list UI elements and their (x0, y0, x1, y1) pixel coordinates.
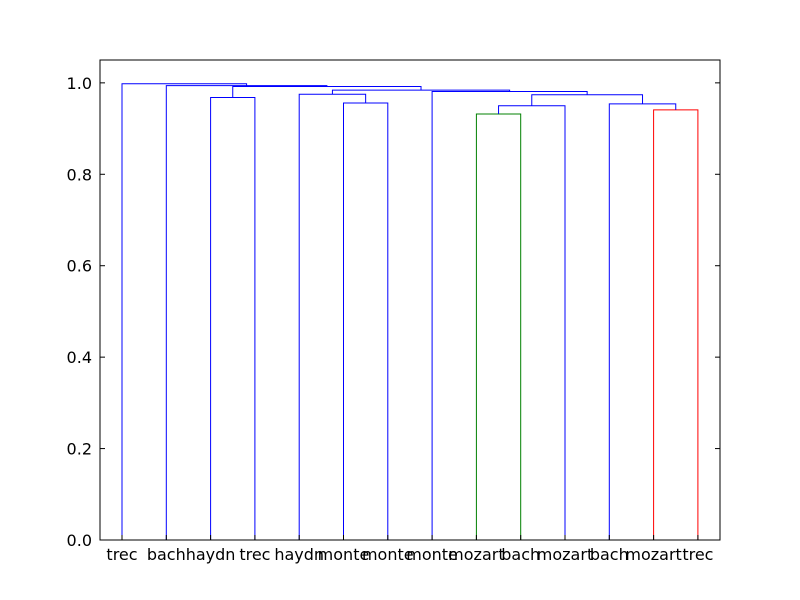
leaf-label: bach (147, 545, 186, 564)
leaf-label: bach (590, 545, 629, 564)
leaf-label: mozart (448, 545, 504, 564)
link-m9 (431, 91, 588, 540)
leaf-label: trec (682, 545, 713, 564)
ytick-label: 0.0 (67, 531, 92, 550)
ytick-label: 0.6 (67, 257, 92, 276)
leaf-label: bach (501, 545, 540, 564)
ytick-label: 0.8 (67, 165, 92, 184)
leaf-label: mozart (537, 545, 593, 564)
link-m2 (653, 109, 699, 540)
link-m11 (232, 86, 422, 98)
plot-frame (99, 59, 721, 541)
ytick-label: 1.0 (67, 74, 92, 93)
x-axis-leaf-labels: trec bach haydn trec haydnmontemontemontemoz… (106, 545, 713, 564)
y-axis-tick-labels: 0.0 0.2 0.4 0.6 0.8 1.0 (67, 74, 92, 550)
leaf-label: trec (239, 545, 270, 564)
leaf-label: monte (362, 545, 414, 564)
link-m3 (608, 103, 677, 540)
dendrogram-links (121, 83, 699, 540)
leaf-label: haydn (186, 545, 236, 564)
leaf-label: mozart (625, 545, 681, 564)
leaf-label: monte (406, 545, 458, 564)
leaf-label: trec (106, 545, 137, 564)
link-m7 (531, 94, 644, 106)
link-m13 (121, 83, 248, 540)
leaf-label: monte (318, 545, 370, 564)
link-m1 (475, 113, 522, 540)
ytick-label: 0.4 (67, 348, 92, 367)
ytick-label: 0.2 (67, 440, 92, 459)
leaf-label: haydn (274, 545, 324, 564)
